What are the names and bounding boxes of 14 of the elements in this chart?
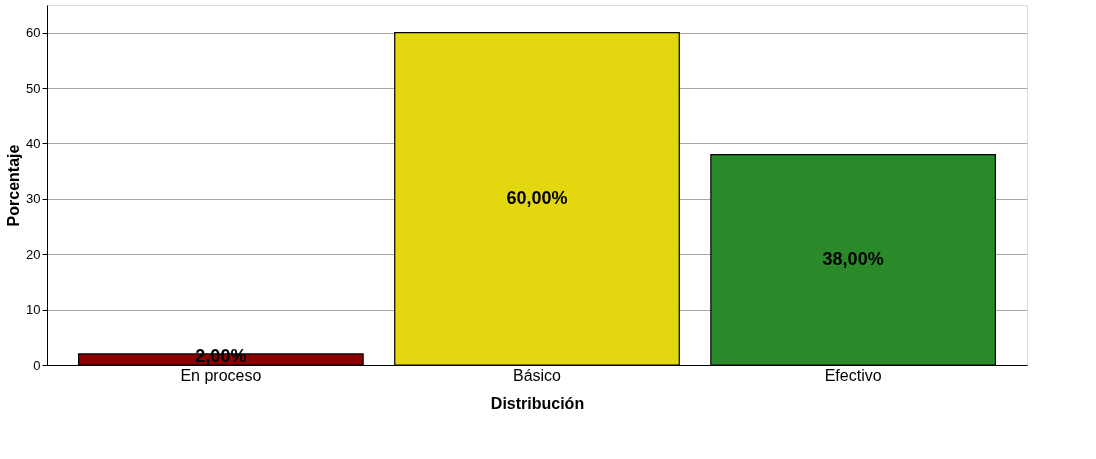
x-tick-label: Básico <box>512 366 562 384</box>
y-tick-label: 40 <box>26 135 41 151</box>
y-tick-label: 20 <box>26 246 41 262</box>
y-tick-label: 50 <box>26 80 41 96</box>
y-tick-label: 60 <box>26 25 41 41</box>
y-tick-label: 10 <box>26 302 41 318</box>
data-label: 38,00% <box>822 248 884 269</box>
x-tick-label: Efectivo <box>824 366 882 384</box>
x-tick-label: En proceso <box>180 366 262 384</box>
y-tick-label: 0 <box>33 357 41 373</box>
y-axis-title: Porcentaje <box>5 144 23 227</box>
y-tick-label: 30 <box>26 191 41 207</box>
x-axis-title: Distribución <box>490 394 585 412</box>
data-label: 60,00% <box>506 187 568 208</box>
